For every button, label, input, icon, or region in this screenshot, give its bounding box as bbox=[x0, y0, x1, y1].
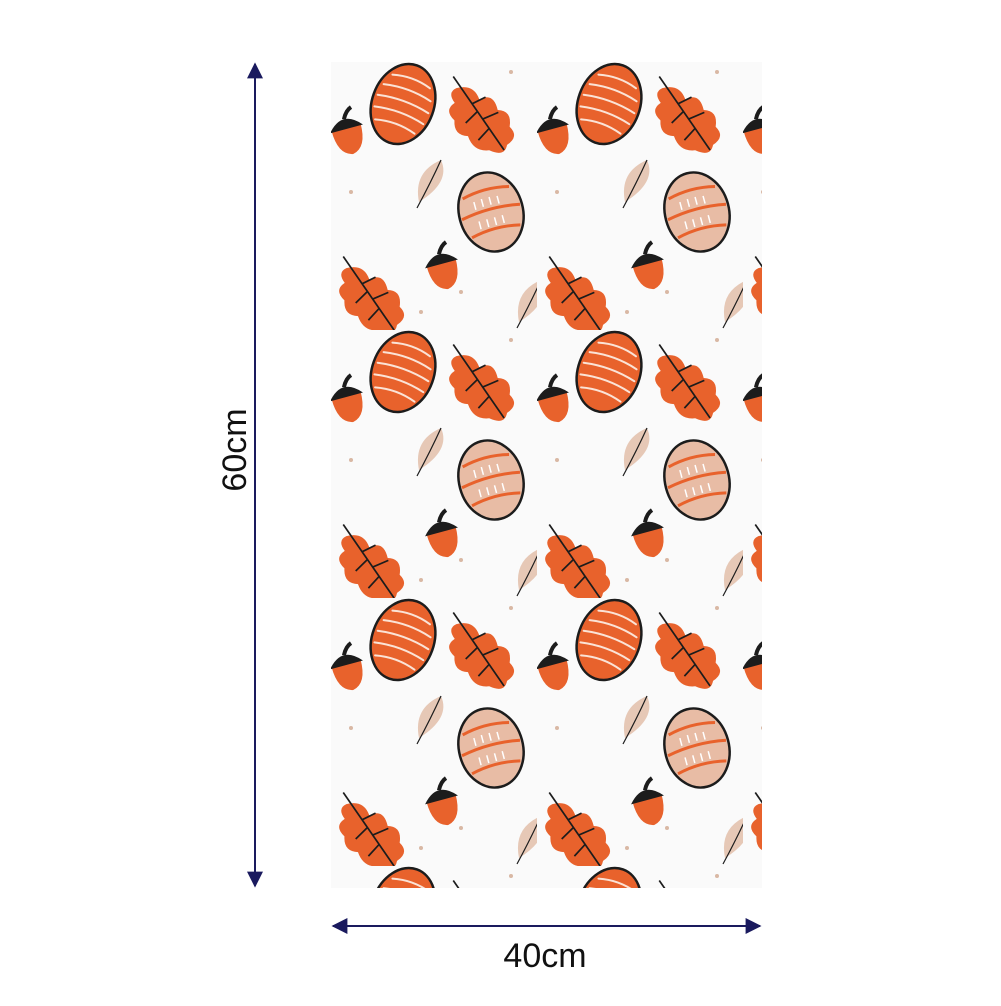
towel bbox=[331, 62, 762, 888]
width-label: 40cm bbox=[503, 937, 586, 975]
height-label: 60cm bbox=[216, 408, 254, 491]
